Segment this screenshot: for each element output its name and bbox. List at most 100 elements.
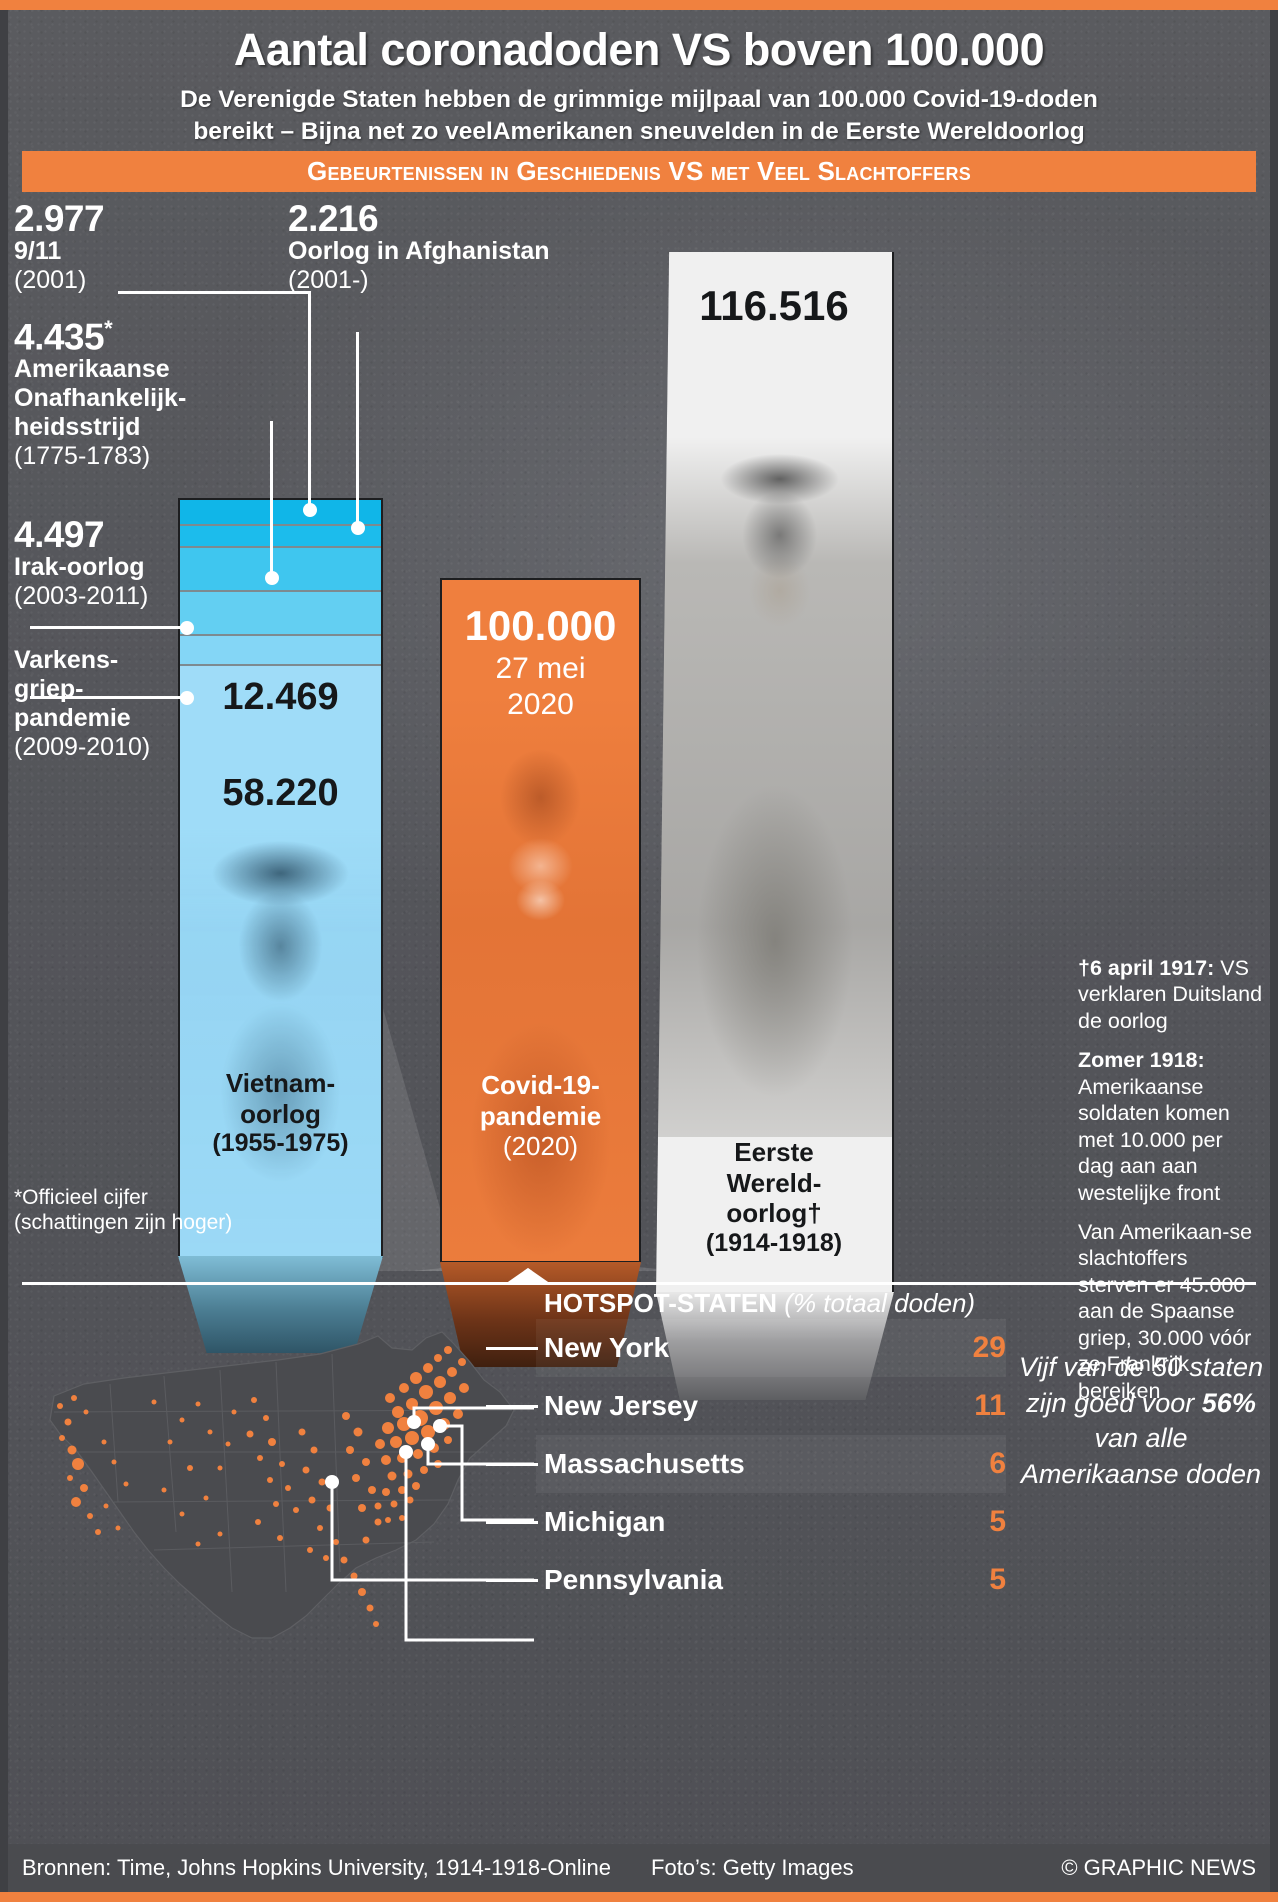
bar-vietnam-caption-line2: oorlog <box>240 1098 321 1129</box>
footnote-line-1: *Officieel cijfer <box>14 1186 148 1209</box>
label-afghanistan-value: 2.216 <box>288 198 379 239</box>
right-edge <box>1270 10 1278 1892</box>
leader-dot-9-11 <box>303 503 317 517</box>
bar-vietnam-base <box>178 1256 383 1353</box>
bar-world-war-one: 116.516 Eerste Wereld- oorlog† (1914-191… <box>656 252 894 1400</box>
table-row[interactable]: Michigan 5 <box>486 1493 1006 1551</box>
state-value: 29 <box>972 1331 1006 1364</box>
segment-9-11 <box>180 500 381 526</box>
left-edge <box>0 10 8 1892</box>
footer: Bronnen: Time, Johns Hopkins University,… <box>8 1844 1270 1892</box>
state-value: 5 <box>989 1505 1006 1538</box>
label-afghanistan-years: (2001-) <box>288 266 369 294</box>
subtitle-line-1: De Verenigde Staten hebben de grimmige m… <box>180 86 1098 113</box>
section-divider <box>22 1282 1256 1285</box>
chart-area: 12.469 58.220 Vietnam- oorlog (1955-1975… <box>8 196 1270 1400</box>
bar-ww1-caption-line1: Eerste <box>734 1137 814 1167</box>
bar-vietnam-war: 12.469 58.220 Vietnam- oorlog (1955-1975… <box>178 498 383 1353</box>
row-tick <box>486 1463 538 1466</box>
label-iraq-name: Irak-oorlog <box>14 553 145 581</box>
map-landmass <box>49 1331 515 1639</box>
hotspot-heading-main: HOTSPOT-STATEN <box>544 1288 778 1318</box>
label-swine-flu-name-l2: griep- <box>14 675 84 703</box>
note-spanish-flu-text: Van Amerikaan-se slachtoffers sterven er… <box>1078 1219 1253 1403</box>
bar-covid-value: 100.000 <box>464 602 617 649</box>
footnote: *Officieel cijfer (schattingen zijn hoge… <box>14 1185 232 1235</box>
sidenote-pre: Vijf van de 50 staten zijn goed voor <box>1018 1352 1264 1418</box>
vietnam-soldier-photo <box>180 826 381 1256</box>
segment-iraq <box>180 592 381 636</box>
hotspot-sidenote: Vijf van de 50 staten zijn goed voor 56%… <box>1016 1350 1266 1493</box>
leader-line-independence <box>270 421 273 576</box>
segment-independence <box>180 548 381 592</box>
footer-sources: Bronnen: Time, Johns Hopkins University,… <box>22 1855 612 1880</box>
top-accent-bar <box>0 0 1278 10</box>
footer-photos: Foto’s: Getty Images <box>651 1855 854 1880</box>
bar-covid-body: 100.000 27 mei 2020 <box>440 578 641 1263</box>
bar-covid-pandemic: 100.000 27 mei 2020 Covid-19- pandemie (… <box>440 578 641 1368</box>
footnote-star: * <box>104 316 113 341</box>
label-9-11: 2.977 9/11 (2001) <box>14 198 105 295</box>
label-independence-value: 4.435* <box>14 316 113 358</box>
note-1917-date: †6 april 1917: <box>1078 956 1215 980</box>
row-tick <box>486 1521 538 1524</box>
note-1917-text: VS verklaren Duitsland de oorlog <box>1078 956 1263 1033</box>
leader-line-iraq <box>30 626 188 629</box>
label-swine-flu: Varkens- griep- pandemie (2009-2010) <box>14 646 150 762</box>
bar-covid-caption-line1: Covid-19- <box>481 1070 600 1100</box>
note-1918-text: Amerikaanse soldaten komen met 10.000 pe… <box>1078 1074 1230 1205</box>
state-value: 5 <box>989 1563 1006 1596</box>
label-swine-flu-years: (2009-2010) <box>14 733 151 761</box>
bar-vietnam-body: 12.469 58.220 <box>178 498 383 1258</box>
segment-afghanistan <box>180 526 381 548</box>
label-independence-name-l2: Onafhankelijk- <box>14 384 187 413</box>
note-1918-date: Zomer 1918: <box>1078 1048 1205 1073</box>
bar-ww1-caption-line3: oorlog† <box>726 1198 822 1229</box>
header: Aantal coronadoden VS boven 100.000 De V… <box>8 10 1270 150</box>
section-banner-label: Gebeurtenissen in Geschiedenis VS met Ve… <box>307 156 971 186</box>
bar-vietnam-caption-years: (1955-1975) <box>212 1129 349 1158</box>
label-9-11-years: (2001) <box>14 266 87 294</box>
leader-line-9-11-v <box>308 291 311 506</box>
row-tick <box>486 1347 538 1350</box>
leader-dot-swine-flu <box>180 691 194 705</box>
leader-line-9-11-h <box>118 291 311 294</box>
bar-vietnam-value-mid: 12.469 <box>222 676 339 718</box>
bar-ww1-caption-years: (1914-1918) <box>705 1229 843 1258</box>
table-row[interactable]: New York 29 <box>486 1319 1006 1377</box>
section-banner: Gebeurtenissen in Geschiedenis VS met Ve… <box>22 151 1256 192</box>
bar-covid-caption-line2: pandemie <box>479 1100 602 1131</box>
leader-dot-afghanistan <box>351 521 365 535</box>
label-independence-years: (1775-1783) <box>14 442 151 471</box>
label-independence: 4.435* Amerikaanse Onafhankelijk- heidss… <box>14 318 186 471</box>
bottom-accent-bar <box>0 1892 1278 1902</box>
state-name: Michigan <box>544 1506 666 1537</box>
state-name: New Jersey <box>544 1390 699 1421</box>
label-afghanistan: 2.216 Oorlog in Afghanistan (2001-) <box>288 200 550 295</box>
hotspot-states-panel: HOTSPOT-STATEN (% totaal doden) New York… <box>486 1288 1006 1609</box>
subtitle-line-2: bereikt – Bijna net zo veelAmerikanen sn… <box>193 118 1085 146</box>
state-name: New York <box>544 1332 670 1363</box>
footnote-line-2: (schattingen zijn hoger) <box>14 1211 233 1235</box>
table-row[interactable]: New Jersey 11 <box>486 1377 1006 1435</box>
row-tick <box>486 1405 538 1408</box>
label-9-11-name: 9/11 <box>14 237 62 265</box>
label-swine-flu-name-l3: pandemie <box>14 704 131 732</box>
state-value: 11 <box>974 1389 1006 1422</box>
bar-vietnam-caption: Vietnam- oorlog (1955-1975) <box>178 1068 383 1158</box>
table-row[interactable]: Massachusetts 6 <box>486 1435 1006 1493</box>
label-9-11-value: 2.977 <box>14 198 105 239</box>
bar-vietnam-caption-line1: Vietnam- <box>225 1068 336 1098</box>
label-swine-flu-name-l1: Varkens- <box>14 646 119 674</box>
page-title: Aantal coronadoden VS boven 100.000 <box>233 24 1045 75</box>
label-iraq-value: 4.497 <box>14 514 105 555</box>
note-1918: Zomer 1918: Amerikaanse soldaten komen m… <box>1078 1047 1263 1206</box>
bar-covid-caption-years: (2020) <box>502 1131 579 1162</box>
right-notes-column: †6 april 1917: VS verklaren Duitsland de… <box>1078 955 1263 1417</box>
label-afghanistan-name: Oorlog in Afghanistan <box>288 237 550 265</box>
table-row[interactable]: Pennsylvania 5 <box>486 1551 1006 1609</box>
hotspot-heading: HOTSPOT-STATEN (% totaal doden) <box>536 1288 1006 1319</box>
bar-ww1-caption-line2: Wereld- <box>726 1167 822 1198</box>
bar-ww1-value: 116.516 <box>699 282 849 329</box>
